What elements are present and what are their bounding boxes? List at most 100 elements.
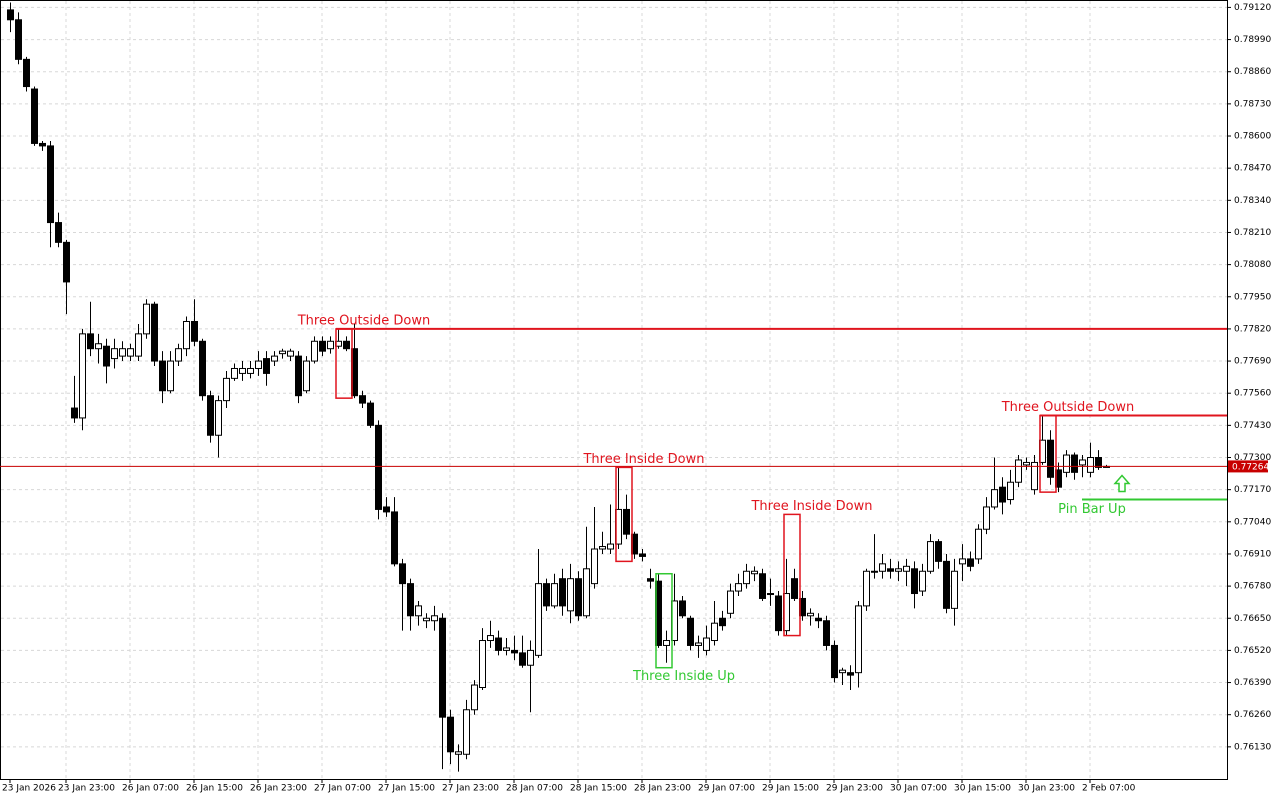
candle-body — [135, 333, 142, 357]
candle-body — [735, 583, 742, 592]
candle-body — [15, 19, 22, 60]
candle-body — [551, 583, 558, 607]
candle-body — [951, 570, 958, 609]
y-tick-label: 0.77560 — [1234, 389, 1271, 399]
candle-body — [7, 9, 14, 21]
y-tick-label: 0.76260 — [1234, 710, 1271, 720]
candle-body — [983, 506, 990, 530]
candle-body — [919, 570, 926, 592]
candle-body — [695, 642, 702, 646]
x-tick-label: 29 Jan 23:00 — [826, 784, 883, 794]
candle-body — [903, 565, 910, 572]
candle-body — [439, 617, 446, 718]
candle-body — [639, 553, 646, 557]
candle-body — [183, 320, 190, 350]
candle-body — [1015, 459, 1022, 483]
candle-body — [407, 583, 414, 617]
y-tick-label: 0.76910 — [1234, 549, 1271, 559]
candle-body — [1071, 454, 1078, 473]
pattern-label: Three Outside Down — [1001, 400, 1135, 415]
candle-body — [879, 563, 886, 572]
candle-body — [775, 595, 782, 632]
pattern-label: Three Inside Down — [750, 499, 872, 514]
x-tick-label: 27 Jan 07:00 — [314, 784, 371, 794]
candle-body — [223, 377, 230, 402]
candle-body — [527, 649, 534, 666]
candle-body — [343, 340, 350, 350]
candle-body — [143, 303, 150, 335]
last-price-label: 0.77264 — [1232, 462, 1269, 472]
pattern-label: Three Inside Up — [632, 669, 735, 684]
candle-body — [431, 615, 438, 622]
candle-body — [399, 563, 406, 585]
y-tick-label: 0.78470 — [1234, 164, 1271, 174]
candle-body — [1079, 459, 1086, 466]
candle-body — [87, 333, 94, 350]
x-tick-label: 2 Feb 07:00 — [1082, 784, 1136, 794]
candle-body — [623, 508, 630, 535]
y-tick-label: 0.78340 — [1234, 196, 1271, 206]
y-tick-label: 0.77430 — [1234, 421, 1271, 431]
candle-body — [263, 358, 270, 374]
candle-body — [871, 570, 878, 573]
y-tick-label: 0.77040 — [1234, 517, 1271, 527]
candle-body — [911, 568, 918, 595]
candle-body — [295, 355, 302, 397]
plot-frame — [0, 0, 1228, 780]
x-tick-label: 27 Jan 15:00 — [378, 784, 435, 794]
candle-body — [79, 333, 86, 419]
pattern-label: Three Outside Down — [297, 313, 431, 328]
candle-body — [191, 320, 198, 342]
x-tick-label: 30 Jan 15:00 — [954, 784, 1011, 794]
y-tick-label: 0.76130 — [1234, 742, 1271, 752]
candle-body — [943, 560, 950, 609]
candle-body — [327, 340, 334, 350]
x-tick-label: 30 Jan 07:00 — [890, 784, 947, 794]
x-tick-label: 23 Jan 2026 — [2, 784, 56, 794]
x-tick-label: 29 Jan 15:00 — [762, 784, 819, 794]
y-tick-label: 0.76780 — [1234, 582, 1271, 592]
candle-body — [991, 489, 998, 508]
candle-body — [119, 348, 126, 357]
candle-body — [831, 644, 838, 679]
candle-body — [719, 617, 726, 627]
candle-body — [591, 548, 598, 585]
candle-body — [423, 617, 430, 622]
candle-body — [1031, 461, 1038, 491]
candle-body — [727, 590, 734, 614]
pattern-label: Three Inside Down — [582, 452, 704, 467]
y-tick-label: 0.78730 — [1234, 99, 1271, 109]
candle-body — [511, 649, 518, 654]
candle-body — [743, 570, 750, 585]
x-tick-label: 26 Jan 15:00 — [186, 784, 243, 794]
candle-body — [679, 600, 686, 617]
candle-body — [447, 716, 454, 753]
candle-body — [63, 241, 70, 283]
x-tick-label: 23 Jan 23:00 — [58, 784, 115, 794]
candle-body — [967, 558, 974, 567]
candle-body — [287, 350, 294, 357]
candle-body — [575, 578, 582, 617]
candle-body — [23, 58, 30, 88]
candle-body — [583, 568, 590, 617]
y-tick-label: 0.78080 — [1234, 260, 1271, 270]
candle-body — [887, 568, 894, 572]
candle-body — [703, 637, 710, 651]
candle-body — [1047, 439, 1054, 478]
candle-body — [559, 578, 566, 607]
candle-body — [103, 345, 110, 367]
candle-body — [759, 573, 766, 599]
candle-body — [55, 222, 62, 243]
candle-body — [199, 340, 206, 397]
candle-body — [847, 672, 854, 676]
candle-body — [207, 395, 214, 436]
last-price-tag — [1228, 460, 1268, 473]
candle-body — [975, 528, 982, 560]
y-tick-label: 0.77300 — [1234, 453, 1271, 463]
candle-body — [303, 360, 310, 392]
x-tick-label: 30 Jan 23:00 — [1018, 784, 1075, 794]
candle-body — [311, 340, 318, 362]
candle-body — [959, 558, 966, 565]
pin-bar-label: Pin Bar Up — [1058, 502, 1126, 517]
candle-body — [271, 355, 278, 362]
